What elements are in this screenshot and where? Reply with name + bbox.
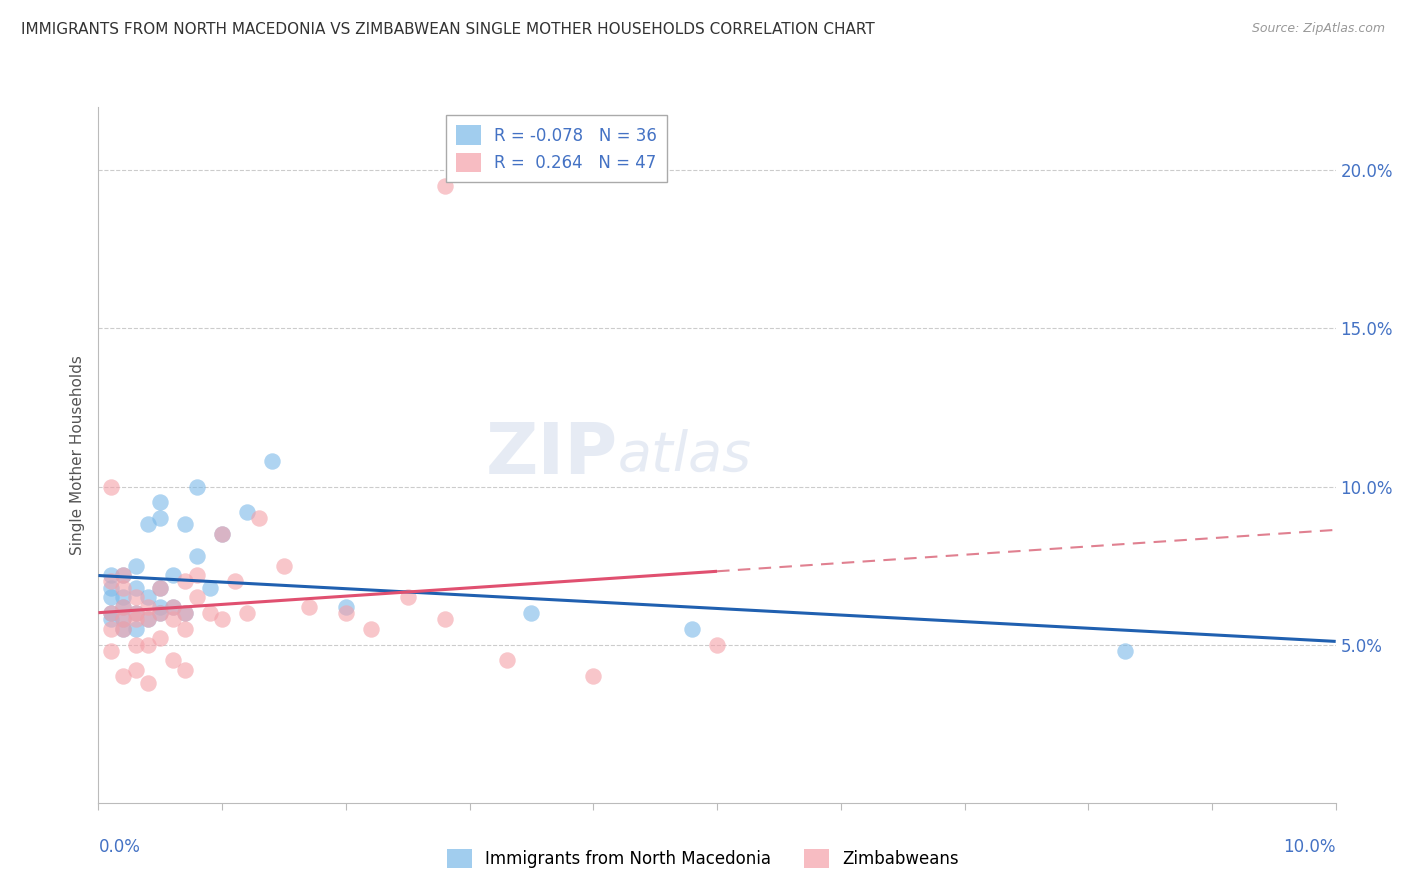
- Point: [186, 568, 208, 582]
- Point: [149, 581, 172, 595]
- Text: 10.0%: 10.0%: [1284, 838, 1336, 855]
- Point: [433, 179, 456, 194]
- Point: [174, 606, 197, 620]
- Point: [112, 599, 135, 614]
- Point: [582, 669, 605, 683]
- Point: [174, 663, 197, 677]
- Point: [100, 574, 122, 589]
- Point: [124, 612, 146, 626]
- Point: [100, 606, 122, 620]
- Point: [186, 591, 208, 605]
- Point: [335, 599, 357, 614]
- Legend: R = -0.078   N = 36, R =  0.264   N = 47: R = -0.078 N = 36, R = 0.264 N = 47: [446, 115, 666, 182]
- Point: [100, 591, 122, 605]
- Point: [247, 511, 270, 525]
- Point: [124, 558, 146, 573]
- Text: ZIP: ZIP: [486, 420, 619, 490]
- Point: [112, 568, 135, 582]
- Point: [211, 612, 233, 626]
- Point: [149, 581, 172, 595]
- Point: [136, 599, 159, 614]
- Y-axis label: Single Mother Households: Single Mother Households: [70, 355, 86, 555]
- Point: [149, 495, 172, 509]
- Point: [136, 675, 159, 690]
- Point: [520, 606, 543, 620]
- Point: [124, 606, 146, 620]
- Point: [124, 581, 146, 595]
- Point: [124, 663, 146, 677]
- Point: [136, 591, 159, 605]
- Point: [211, 527, 233, 541]
- Point: [136, 612, 159, 626]
- Point: [162, 568, 184, 582]
- Point: [124, 638, 146, 652]
- Point: [100, 612, 122, 626]
- Point: [112, 669, 135, 683]
- Point: [174, 606, 197, 620]
- Point: [236, 505, 259, 519]
- Point: [162, 599, 184, 614]
- Point: [112, 622, 135, 636]
- Point: [136, 612, 159, 626]
- Point: [360, 622, 382, 636]
- Point: [162, 612, 184, 626]
- Point: [100, 581, 122, 595]
- Point: [495, 653, 517, 667]
- Point: [174, 517, 197, 532]
- Point: [224, 574, 246, 589]
- Point: [100, 622, 122, 636]
- Point: [260, 454, 283, 468]
- Point: [112, 599, 135, 614]
- Point: [112, 622, 135, 636]
- Point: [162, 653, 184, 667]
- Point: [112, 591, 135, 605]
- Point: [396, 591, 419, 605]
- Point: [149, 606, 172, 620]
- Point: [681, 622, 703, 636]
- Point: [112, 612, 135, 626]
- Text: Source: ZipAtlas.com: Source: ZipAtlas.com: [1251, 22, 1385, 36]
- Point: [236, 606, 259, 620]
- Point: [186, 549, 208, 563]
- Point: [706, 638, 728, 652]
- Point: [298, 599, 321, 614]
- Point: [112, 612, 135, 626]
- Point: [162, 599, 184, 614]
- Point: [136, 638, 159, 652]
- Point: [149, 599, 172, 614]
- Point: [100, 606, 122, 620]
- Point: [198, 606, 221, 620]
- Point: [124, 606, 146, 620]
- Text: IMMIGRANTS FROM NORTH MACEDONIA VS ZIMBABWEAN SINGLE MOTHER HOUSEHOLDS CORRELATI: IMMIGRANTS FROM NORTH MACEDONIA VS ZIMBA…: [21, 22, 875, 37]
- Point: [100, 644, 122, 658]
- Point: [174, 622, 197, 636]
- Point: [149, 606, 172, 620]
- Point: [1114, 644, 1136, 658]
- Point: [273, 558, 295, 573]
- Point: [136, 517, 159, 532]
- Text: atlas: atlas: [619, 428, 752, 482]
- Point: [174, 574, 197, 589]
- Point: [335, 606, 357, 620]
- Point: [112, 568, 135, 582]
- Point: [149, 632, 172, 646]
- Point: [124, 591, 146, 605]
- Point: [186, 479, 208, 493]
- Text: 0.0%: 0.0%: [98, 838, 141, 855]
- Point: [124, 622, 146, 636]
- Legend: Immigrants from North Macedonia, Zimbabweans: Immigrants from North Macedonia, Zimbabw…: [440, 842, 966, 875]
- Point: [100, 568, 122, 582]
- Point: [198, 581, 221, 595]
- Point: [112, 581, 135, 595]
- Point: [433, 612, 456, 626]
- Point: [149, 511, 172, 525]
- Point: [211, 527, 233, 541]
- Point: [100, 479, 122, 493]
